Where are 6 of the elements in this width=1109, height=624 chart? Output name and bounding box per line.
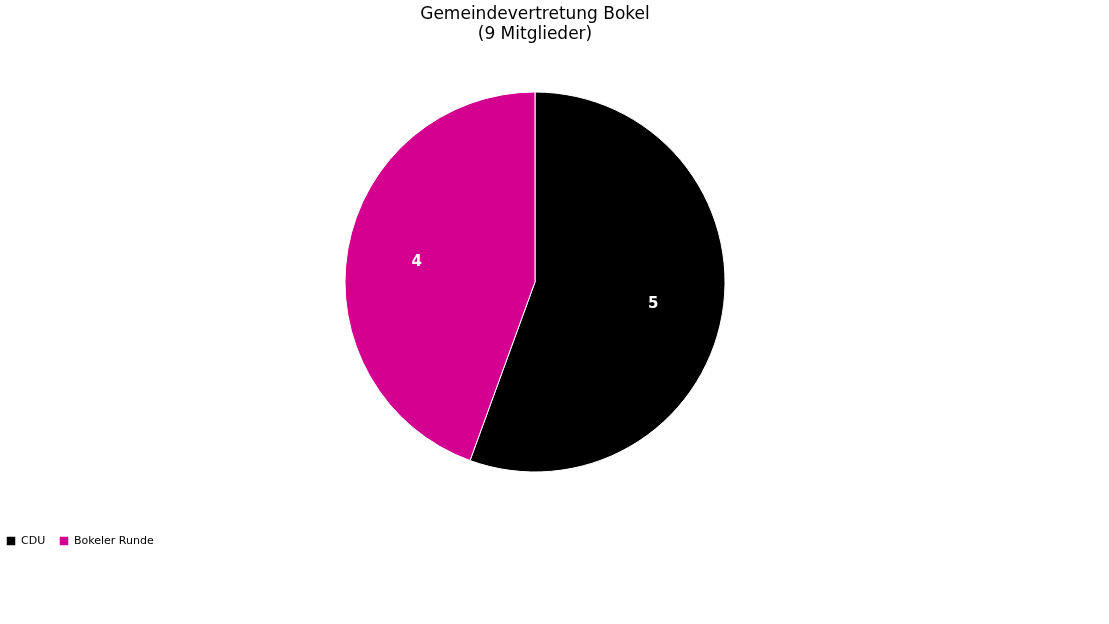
chart-title: Gemeindevertretung Bokel <box>420 3 650 23</box>
data-label: 5 <box>647 293 659 312</box>
data-label: 4 <box>411 252 423 271</box>
legend-label: CDU <box>21 534 46 547</box>
legend-label: Bokeler Runde <box>74 534 154 547</box>
chart-subtitle: (9 Mitglieder) <box>477 23 593 43</box>
